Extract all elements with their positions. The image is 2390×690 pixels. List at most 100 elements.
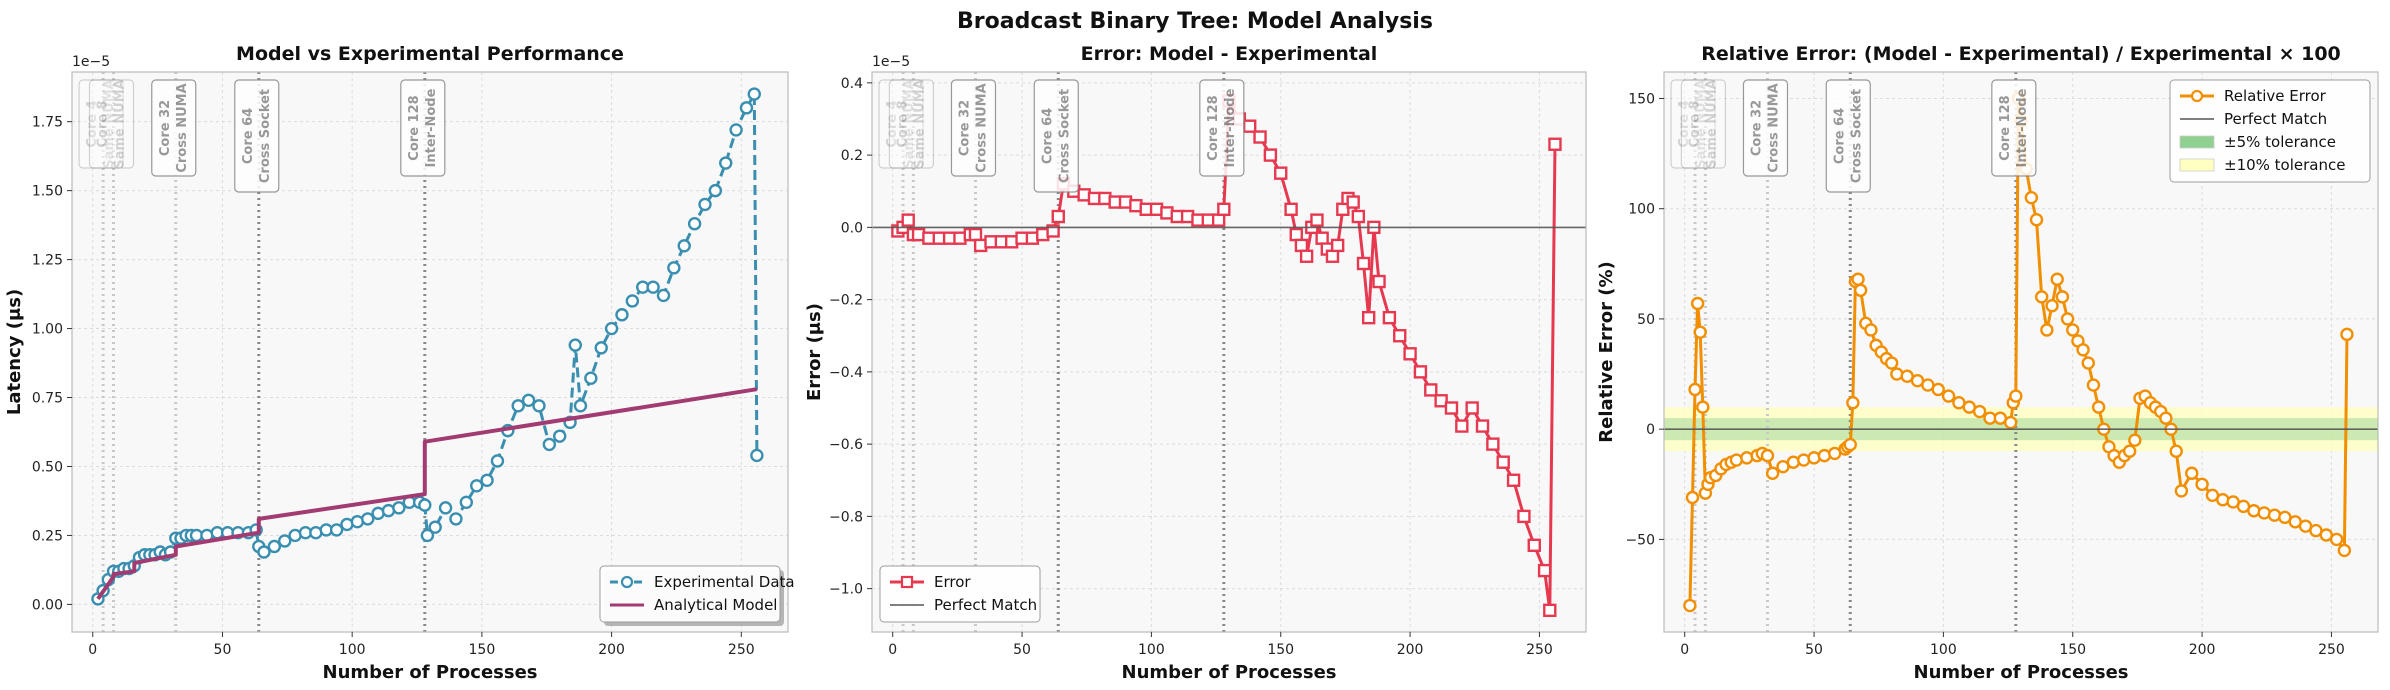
data-point bbox=[1046, 224, 1060, 238]
y-tick-label: 0.00 bbox=[32, 597, 63, 613]
legend-box bbox=[599, 565, 781, 623]
boundary-annotation: Core 128 Inter-Node bbox=[1991, 79, 2037, 177]
data-point bbox=[2169, 444, 2183, 458]
data-point bbox=[1537, 563, 1552, 578]
legend-label: Analytical Model bbox=[654, 596, 777, 614]
data-point bbox=[677, 239, 691, 253]
data-point bbox=[1211, 213, 1226, 227]
annotation-line1: Core 8 bbox=[895, 100, 910, 147]
y-tick-label: −0.8 bbox=[829, 509, 863, 525]
annotation-line2: Same NUMA bbox=[912, 79, 927, 168]
data-point bbox=[532, 399, 546, 413]
plot-frame bbox=[71, 71, 789, 633]
data-point bbox=[1688, 382, 1702, 397]
annotation-line1: Core 128 bbox=[407, 95, 422, 160]
data-point bbox=[1690, 296, 1705, 311]
annotation-box bbox=[1825, 79, 1871, 193]
legend-label: Relative Error bbox=[2224, 87, 2327, 105]
data-point bbox=[1729, 453, 1744, 467]
data-point bbox=[1864, 323, 1878, 337]
data-point bbox=[2174, 484, 2189, 498]
data-point bbox=[1765, 466, 1780, 480]
annotation-line1: Core 32 bbox=[1749, 100, 1764, 156]
data-point bbox=[1843, 437, 1857, 452]
data-point bbox=[615, 308, 629, 322]
data-point bbox=[708, 183, 723, 198]
annotation-line2: Cross NUMA bbox=[175, 83, 190, 172]
data-point bbox=[1393, 329, 1407, 343]
annotation-line1: Core 64 bbox=[1832, 108, 1847, 164]
x-tick-label: 100 bbox=[1930, 642, 1957, 658]
annotation-line2: Same NUMA bbox=[902, 79, 917, 168]
data-point bbox=[392, 501, 406, 515]
data-point bbox=[594, 341, 608, 355]
data-point bbox=[1403, 347, 1417, 361]
x-tick-label: 100 bbox=[1138, 642, 1165, 658]
data-point bbox=[625, 294, 640, 308]
data-point bbox=[1796, 453, 1811, 467]
data-point bbox=[2076, 343, 2090, 357]
x-tick-label: 50 bbox=[1805, 642, 1823, 658]
data-point bbox=[667, 261, 681, 275]
data-point bbox=[2003, 415, 2018, 430]
data-point bbox=[361, 512, 375, 526]
legend-label: ±10% tolerance bbox=[2224, 156, 2345, 174]
data-point bbox=[2050, 272, 2064, 286]
data-point bbox=[2081, 356, 2095, 370]
data-point bbox=[1217, 202, 1231, 216]
legend-label: Experimental Data bbox=[654, 573, 795, 591]
boundary-annotation: Core 4Same NUMA bbox=[878, 79, 924, 169]
data-point bbox=[418, 498, 432, 512]
x-tick-label: 200 bbox=[2189, 642, 2216, 658]
annotation-line1: Core 64 bbox=[241, 108, 256, 164]
y-tick-label: 0.50 bbox=[32, 459, 63, 475]
data-point bbox=[1853, 283, 1868, 297]
legend-label: Error bbox=[934, 573, 971, 591]
y-offset-label: 1e−5 bbox=[872, 54, 910, 70]
y-tick-label: −1.0 bbox=[829, 582, 863, 598]
data-point bbox=[729, 123, 743, 137]
data-point bbox=[490, 454, 505, 468]
annotation-line1: Core 64 bbox=[1040, 108, 1055, 164]
annotation-box bbox=[950, 79, 997, 177]
data-point bbox=[1372, 274, 1386, 289]
annotation-box bbox=[1742, 79, 1789, 177]
data-point bbox=[1051, 209, 1065, 224]
chart-title: Model vs Experimental Performance bbox=[236, 43, 624, 65]
annotation-box bbox=[78, 79, 124, 169]
series-line bbox=[96, 387, 758, 601]
y-tick-label: 1.25 bbox=[32, 253, 63, 269]
y-tick-label: −0.6 bbox=[829, 437, 863, 453]
data-point bbox=[2024, 190, 2039, 205]
data-point bbox=[1786, 455, 1801, 469]
annotation-line2: Same NUMA bbox=[113, 79, 128, 168]
data-point bbox=[2040, 323, 2054, 337]
x-axis-label: Number of Processes bbox=[323, 662, 538, 683]
data-point bbox=[329, 523, 344, 537]
boundary-annotation: Core 4Same NUMA bbox=[78, 79, 124, 169]
data-point bbox=[568, 338, 582, 352]
data-point bbox=[2122, 444, 2137, 458]
legend-marker bbox=[620, 575, 634, 589]
data-point bbox=[511, 399, 525, 413]
data-point bbox=[1242, 119, 1257, 133]
data-point bbox=[521, 393, 536, 407]
data-point bbox=[1851, 272, 1865, 286]
data-point bbox=[656, 288, 671, 303]
legend-swatch bbox=[2179, 135, 2215, 149]
boundary-annotation: Core 64 Cross Socket bbox=[234, 79, 280, 193]
data-point bbox=[1382, 310, 1397, 325]
data-point bbox=[2009, 389, 2023, 403]
annotation-box bbox=[234, 79, 280, 193]
annotation-line1: Core 4 bbox=[1677, 100, 1692, 147]
data-point bbox=[2195, 477, 2209, 491]
x-tick-label: 150 bbox=[1267, 642, 1294, 658]
annotation-box bbox=[1670, 79, 1716, 169]
data-point bbox=[1413, 365, 1428, 379]
y-tick-label: 0 bbox=[1646, 422, 1655, 438]
data-point bbox=[1284, 202, 1298, 216]
data-point bbox=[1517, 509, 1531, 524]
